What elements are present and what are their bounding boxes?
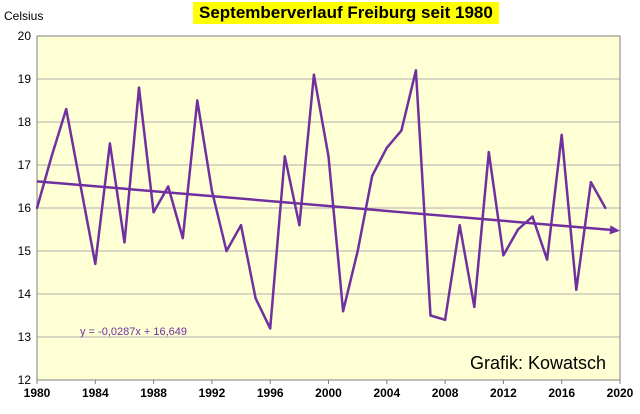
data-point	[152, 211, 155, 214]
y-tick-label: 19	[18, 72, 32, 86]
data-point	[429, 314, 432, 317]
x-tick-label: 2000	[315, 386, 342, 400]
series-line	[35, 69, 607, 330]
x-tick-label: 1984	[82, 386, 109, 400]
data-point	[108, 142, 112, 145]
data-point	[298, 224, 301, 227]
data-point	[269, 327, 272, 330]
data-point	[443, 318, 447, 321]
data-point	[210, 189, 214, 192]
data-point	[35, 206, 39, 210]
data-point	[458, 224, 461, 227]
data-point	[254, 297, 257, 300]
data-point	[400, 129, 403, 132]
data-point	[196, 99, 199, 102]
data-point	[327, 155, 330, 158]
data-point	[414, 69, 418, 72]
x-tick-label: 1980	[24, 386, 51, 400]
data-point	[531, 215, 534, 218]
x-tick-label: 2004	[373, 386, 400, 400]
data-point	[79, 185, 82, 188]
data-point	[560, 133, 563, 137]
y-tick-label: 16	[18, 201, 32, 215]
y-tick-label: 20	[18, 29, 32, 43]
y-tick-label: 12	[18, 373, 32, 387]
y-axis-label: Celsius	[4, 9, 43, 23]
data-point	[225, 249, 228, 253]
grid-lines	[36, 35, 621, 384]
data-point	[589, 181, 593, 184]
data-points	[35, 69, 607, 330]
data-point	[385, 146, 388, 149]
chart-title: Septemberverlauf Freiburg seit 1980	[193, 2, 499, 24]
data-point	[50, 155, 53, 158]
data-point	[545, 258, 549, 261]
data-point	[502, 254, 505, 257]
data-point	[283, 155, 286, 158]
x-tick-label: 2016	[548, 386, 575, 400]
x-tick-label: 1988	[140, 386, 167, 400]
y-tick-label: 17	[18, 158, 32, 172]
trend-equation: y = -0,0287x + 16,649	[80, 326, 187, 338]
data-point	[516, 228, 520, 231]
data-point	[341, 310, 345, 313]
x-tick-label: 2020	[607, 386, 634, 400]
y-tick-label: 15	[18, 244, 32, 258]
data-point	[181, 236, 184, 240]
data-point	[604, 206, 607, 210]
credit-annotation: Grafik: Kowatsch	[470, 353, 606, 373]
data-point	[123, 241, 126, 244]
data-point	[64, 107, 68, 111]
data-point	[312, 73, 316, 76]
y-tick-label: 18	[18, 115, 32, 129]
data-point	[166, 185, 170, 188]
trendline-arrowhead	[609, 225, 620, 235]
trendline	[36, 180, 612, 232]
data-point	[473, 305, 476, 309]
data-point	[575, 288, 578, 291]
x-tick-label: 1996	[257, 386, 284, 400]
data-point	[137, 86, 141, 89]
data-point	[239, 224, 243, 227]
x-tick-label: 2012	[490, 386, 517, 400]
data-point	[94, 262, 97, 266]
data-point	[371, 174, 374, 177]
x-tick-labels: 1980 1984 1988 1992 1996 2000 2004 2008 2012 2016…	[24, 386, 634, 400]
x-tick-label: 1992	[199, 386, 226, 400]
y-tick-label: 14	[18, 287, 32, 301]
x-tick-label: 2008	[432, 386, 459, 400]
y-tick-label: 13	[18, 330, 32, 344]
data-point	[356, 249, 359, 253]
data-point	[487, 150, 491, 154]
y-tick-labels: 12 13 14 15 16 17 18 19 20	[18, 29, 32, 387]
